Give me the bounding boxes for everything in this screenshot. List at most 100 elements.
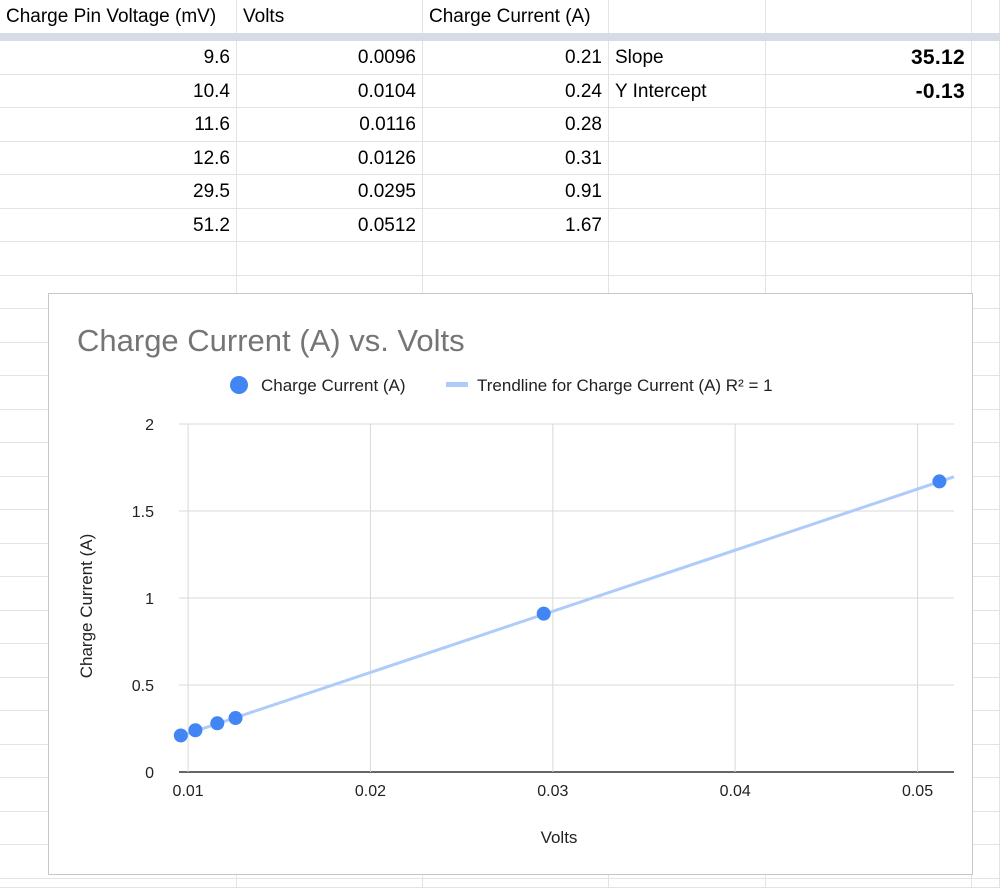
data-point[interactable] xyxy=(210,716,225,731)
empty-cell[interactable] xyxy=(0,242,237,276)
chart-title: Charge Current (A) vs. Volts xyxy=(77,323,465,358)
empty-cell[interactable] xyxy=(609,141,766,175)
empty-cell[interactable] xyxy=(972,309,1000,343)
slope-label[interactable]: Slope xyxy=(609,41,766,75)
x-tick-label: 0.01 xyxy=(173,783,204,800)
x-tick-label: 0.05 xyxy=(902,783,933,800)
y-tick-label: 0 xyxy=(145,765,154,782)
frozen-row-divider[interactable] xyxy=(0,33,1000,41)
data-point[interactable] xyxy=(228,711,243,726)
empty-cell[interactable] xyxy=(609,108,766,142)
x-tick-label: 0.03 xyxy=(537,783,568,800)
empty-cell[interactable] xyxy=(972,275,1000,309)
legend-marker-trendline xyxy=(446,382,468,387)
empty-cell[interactable] xyxy=(766,141,972,175)
trendline-layer xyxy=(178,475,955,738)
empty-cell[interactable] xyxy=(972,744,1000,778)
empty-cell[interactable] xyxy=(423,242,609,276)
legend: Charge Current (A) Trendline for Charge … xyxy=(230,376,773,395)
y-tick-label: 1 xyxy=(145,591,154,608)
empty-cell[interactable] xyxy=(766,108,972,142)
data-point[interactable] xyxy=(188,723,203,738)
header-cell-empty[interactable] xyxy=(766,0,972,34)
empty-cell[interactable] xyxy=(423,878,609,888)
cell-volts[interactable]: 0.0104 xyxy=(237,74,423,108)
cell-volts[interactable]: 0.0512 xyxy=(237,208,423,242)
cell-charge-current[interactable]: 0.91 xyxy=(423,175,609,209)
header-cell-charge-pin-voltage[interactable]: Charge Pin Voltage (mV) xyxy=(0,0,237,34)
cell-volts[interactable]: 0.0096 xyxy=(237,41,423,75)
empty-cell[interactable] xyxy=(766,242,972,276)
cell-charge-current[interactable]: 0.31 xyxy=(423,141,609,175)
cell-charge-current[interactable]: 1.67 xyxy=(423,208,609,242)
gridlines xyxy=(179,423,954,773)
empty-cell[interactable] xyxy=(972,644,1000,678)
empty-cell[interactable] xyxy=(972,778,1000,812)
empty-cell[interactable] xyxy=(972,443,1000,477)
intercept-label[interactable]: Y Intercept xyxy=(609,74,766,108)
empty-cell[interactable] xyxy=(766,208,972,242)
legend-label-trendline: Trendline for Charge Current (A) R² = 1 xyxy=(477,376,773,395)
empty-cell[interactable] xyxy=(972,543,1000,577)
header-cell-volts[interactable]: Volts xyxy=(237,0,423,34)
empty-cell[interactable] xyxy=(0,878,237,888)
empty-cell[interactable] xyxy=(972,175,1000,209)
empty-cell[interactable] xyxy=(972,74,1000,108)
empty-cell[interactable] xyxy=(972,208,1000,242)
empty-cell[interactable] xyxy=(972,242,1000,276)
empty-cell[interactable] xyxy=(972,711,1000,745)
empty-cell[interactable] xyxy=(609,175,766,209)
empty-cell[interactable] xyxy=(972,342,1000,376)
empty-cell[interactable] xyxy=(972,610,1000,644)
empty-cell[interactable] xyxy=(972,510,1000,544)
empty-cell[interactable] xyxy=(972,811,1000,845)
empty-cell[interactable] xyxy=(972,376,1000,410)
empty-cell[interactable] xyxy=(237,878,423,888)
cell-charge-pin-voltage[interactable]: 29.5 xyxy=(0,175,237,209)
empty-cell[interactable] xyxy=(237,242,423,276)
empty-cell[interactable] xyxy=(972,41,1000,75)
cell-charge-pin-voltage[interactable]: 51.2 xyxy=(0,208,237,242)
empty-cell[interactable] xyxy=(972,878,1000,888)
chart-card[interactable]: Charge Current (A) vs. Volts Charge Curr… xyxy=(48,293,973,875)
cell-charge-current[interactable]: 0.21 xyxy=(423,41,609,75)
empty-cell[interactable] xyxy=(972,409,1000,443)
y-tick-label: 1.5 xyxy=(132,504,154,521)
data-point[interactable] xyxy=(536,606,551,621)
legend-marker-series xyxy=(230,376,248,394)
cell-charge-pin-voltage[interactable]: 10.4 xyxy=(0,74,237,108)
cell-charge-pin-voltage[interactable]: 11.6 xyxy=(0,108,237,142)
empty-cell[interactable] xyxy=(972,577,1000,611)
cell-charge-pin-voltage[interactable]: 12.6 xyxy=(0,141,237,175)
empty-cell[interactable] xyxy=(972,677,1000,711)
cell-volts[interactable]: 0.0116 xyxy=(237,108,423,142)
empty-cell[interactable] xyxy=(766,878,972,888)
empty-cell[interactable] xyxy=(766,175,972,209)
empty-cell[interactable] xyxy=(972,845,1000,879)
x-tick-label: 0.04 xyxy=(720,783,751,800)
x-axis-title: Volts xyxy=(541,828,578,847)
data-point[interactable] xyxy=(173,728,188,743)
tick-labels: 0 0.5 1 1.5 2 0.01 0.02 0.03 0.04 0.05 xyxy=(132,417,933,800)
empty-cell[interactable] xyxy=(972,108,1000,142)
cell-charge-current[interactable]: 0.24 xyxy=(423,74,609,108)
cell-charge-pin-voltage[interactable]: 9.6 xyxy=(0,41,237,75)
empty-cell[interactable] xyxy=(972,476,1000,510)
legend-label-series: Charge Current (A) xyxy=(261,376,406,395)
empty-cell[interactable] xyxy=(609,242,766,276)
cell-volts[interactable]: 0.0295 xyxy=(237,175,423,209)
intercept-value[interactable]: -0.13 xyxy=(766,74,972,108)
data-point[interactable] xyxy=(932,474,947,489)
cell-charge-current[interactable]: 0.28 xyxy=(423,108,609,142)
header-cell-empty[interactable] xyxy=(609,0,766,34)
empty-cell[interactable] xyxy=(972,141,1000,175)
slope-value[interactable]: 35.12 xyxy=(766,41,972,75)
trendline xyxy=(178,475,955,738)
y-axis-title: Charge Current (A) xyxy=(77,534,96,679)
y-tick-label: 0.5 xyxy=(132,678,154,695)
cell-volts[interactable]: 0.0126 xyxy=(237,141,423,175)
header-cell-empty[interactable] xyxy=(972,0,1000,34)
empty-cell[interactable] xyxy=(609,878,766,888)
empty-cell[interactable] xyxy=(609,208,766,242)
header-cell-charge-current[interactable]: Charge Current (A) xyxy=(423,0,609,34)
